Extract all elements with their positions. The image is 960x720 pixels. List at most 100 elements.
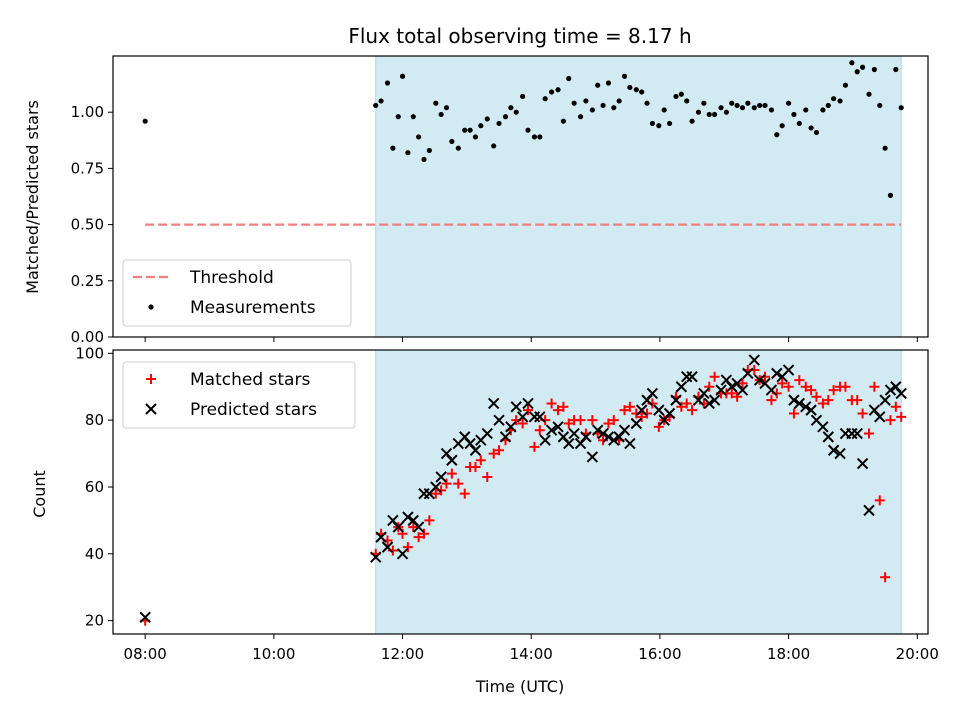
measurement-point (472, 134, 479, 140)
predicted-star-marker (139, 611, 151, 624)
measurement-point (666, 120, 673, 127)
predicted-star-marker (592, 424, 604, 436)
predicted-star-marker (765, 384, 778, 396)
predicted-star-marker (402, 511, 414, 523)
predicted-star-marker (370, 551, 382, 563)
measurement-point (898, 105, 904, 111)
measurement-point (785, 100, 792, 106)
measurement-point (542, 96, 548, 102)
measurement-point (589, 107, 595, 113)
measurement-point (555, 87, 561, 93)
predicted-star-marker (748, 354, 760, 366)
predicted-star-marker (715, 384, 727, 396)
predicted-star-marker (381, 541, 394, 553)
matched-star-marker (823, 395, 834, 406)
measurement-point (684, 98, 690, 104)
predicted-star-marker (493, 414, 505, 426)
predicted-star-marker (736, 384, 749, 396)
matched-star-marker (546, 398, 557, 409)
measurement-point (621, 73, 628, 79)
predicted-star-marker (618, 424, 631, 436)
ratio-y-tick-label: 1.00 (71, 103, 104, 121)
predicted-star-marker (516, 411, 529, 423)
predicted-star-marker (375, 531, 387, 543)
measurement-point (718, 105, 724, 111)
matched-star-marker (553, 405, 564, 416)
measurement-point (678, 91, 684, 97)
measurement-point (739, 105, 746, 111)
x-tick-label: 10:00 (252, 645, 295, 663)
count-legend: Matched stars Predicted stars (122, 361, 356, 429)
matched-star-marker (766, 395, 777, 406)
predicted-star-marker (753, 374, 766, 386)
measurement-point (142, 118, 148, 124)
measurement-point (491, 143, 497, 149)
matched-star-marker (453, 478, 464, 489)
measurement-point (734, 102, 740, 109)
predicted-star-marker (800, 401, 812, 413)
measurement-point (384, 80, 391, 86)
measurement-point (887, 192, 894, 198)
predicted-star-marker (703, 397, 715, 410)
count-y-tick-label: 40 (85, 545, 104, 563)
predicted-star-marker (563, 437, 575, 450)
measurement-point (508, 105, 514, 111)
measurement-point (837, 98, 843, 104)
measurement-point (768, 107, 775, 113)
matched-star-marker (681, 398, 692, 409)
matched-star-marker (413, 532, 424, 543)
ratio-y-tick-label: 0.25 (71, 272, 104, 290)
measurement-point (791, 111, 797, 118)
measurement-point (656, 123, 662, 129)
predicted-star-marker (602, 431, 615, 443)
legend-measurement-swatch (148, 304, 154, 310)
count-y-tick-label: 80 (85, 411, 104, 429)
predicted-star-marker (788, 394, 800, 406)
measurement-point (577, 114, 584, 120)
matched-star-marker (446, 468, 457, 479)
matched-star-marker (788, 408, 799, 419)
predicted-star-marker (505, 421, 517, 433)
predicted-star-marker (608, 434, 620, 446)
legend-matched-swatch (146, 374, 156, 384)
measurement-point (859, 64, 866, 70)
matched-star-marker (587, 415, 598, 426)
predicted-star-marker (827, 444, 840, 456)
count-y-tick-label: 100 (75, 344, 104, 362)
measurement-point (520, 93, 526, 100)
measurement-point (762, 102, 768, 109)
ratio-y-tick-label: 0.50 (71, 216, 104, 234)
matched-star-marker (869, 381, 880, 392)
measurement-point (706, 111, 712, 118)
predicted-star-marker (469, 444, 482, 456)
matched-star-marker (563, 418, 574, 429)
predicted-star-marker (510, 401, 522, 413)
predicted-star-marker (653, 404, 665, 416)
predicted-star-marker (822, 431, 834, 443)
measurement-point (825, 102, 831, 109)
measurement-point (502, 114, 509, 120)
predicted-star-marker (635, 404, 648, 416)
x-tick-label: 08:00 (124, 645, 167, 663)
matched-star-marker (408, 522, 419, 533)
measurement-point (513, 109, 519, 115)
count-y-tick-label: 60 (85, 478, 104, 496)
measurement-point (548, 89, 555, 95)
measurement-point (689, 118, 695, 124)
ratio-panel-frame (112, 55, 929, 338)
measurement-point (433, 100, 439, 106)
x-axis-label: Time (UTC) (475, 677, 564, 696)
matched-star-marker (896, 411, 907, 422)
ratio-panel: 0.00 0.25 0.50 0.75 1.00 Matched/Predicted s… (23, 55, 929, 346)
predicted-star-marker (670, 394, 682, 406)
predicted-star-marker (624, 437, 636, 450)
chart-title: Flux total observing time = 8.17 h (348, 24, 691, 48)
matched-star-marker (709, 371, 720, 382)
measurement-point (421, 156, 427, 163)
predicted-star-marker (481, 427, 493, 440)
measurement-point (455, 145, 461, 151)
measurement-point (467, 127, 473, 133)
matched-star-marker (852, 395, 863, 406)
matched-star-marker (608, 415, 619, 426)
predicted-star-marker (534, 411, 546, 423)
